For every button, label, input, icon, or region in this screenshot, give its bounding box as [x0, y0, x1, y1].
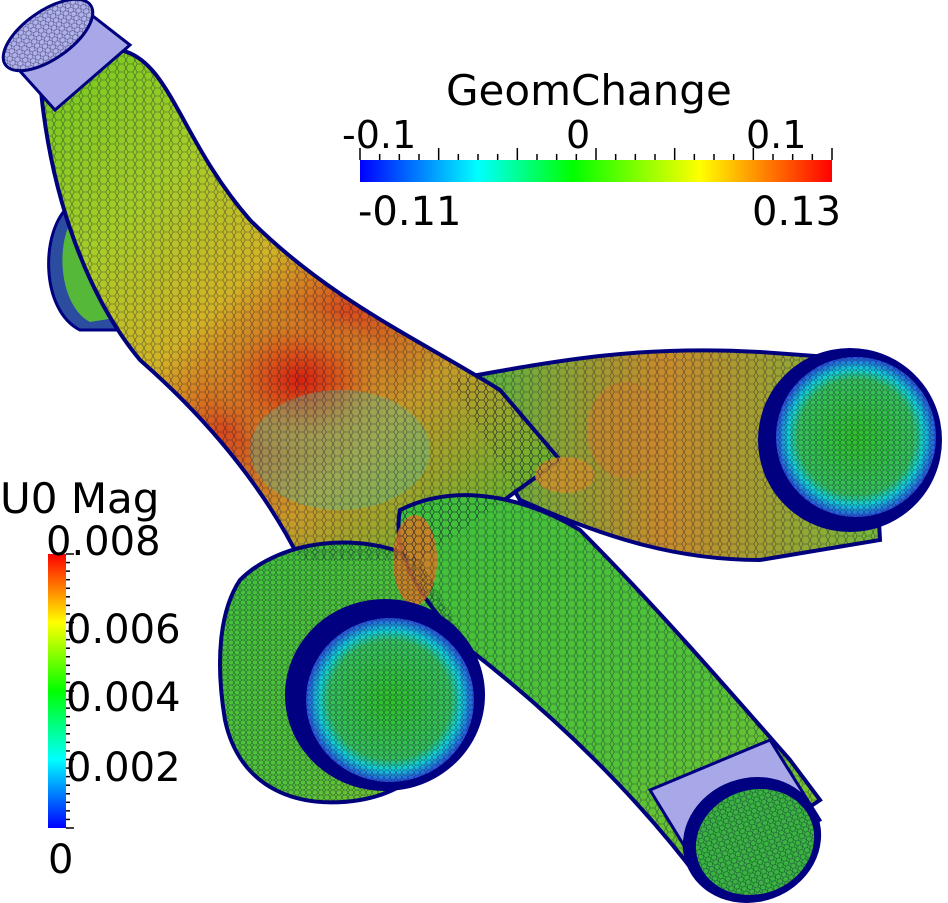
u0mag-tick-label: 0: [48, 837, 74, 883]
geomchange-range-max: 0.13: [752, 189, 842, 235]
u0mag-tick-label: 0.008: [46, 519, 161, 565]
geomchange-tick-label: -0.1: [342, 113, 417, 157]
u0mag-colorbar: [48, 554, 66, 828]
geomchange-tick-marks: [359, 148, 833, 160]
u0mag-tick-marks: [66, 553, 74, 829]
u0mag-tick-label: 0.002: [66, 745, 181, 791]
geomchange-tick-label: 0: [566, 113, 591, 157]
u0mag-title: U0 Mag: [0, 474, 160, 523]
u0mag-tick-label: 0.004: [66, 675, 181, 721]
u0mag-tick-label: 0.006: [66, 607, 181, 653]
geomchange-title: GeomChange: [446, 66, 732, 115]
geomchange-colorbar: [360, 160, 832, 182]
geomchange-range-min: -0.11: [358, 189, 462, 235]
geomchange-tick-label: 0.1: [746, 113, 807, 157]
